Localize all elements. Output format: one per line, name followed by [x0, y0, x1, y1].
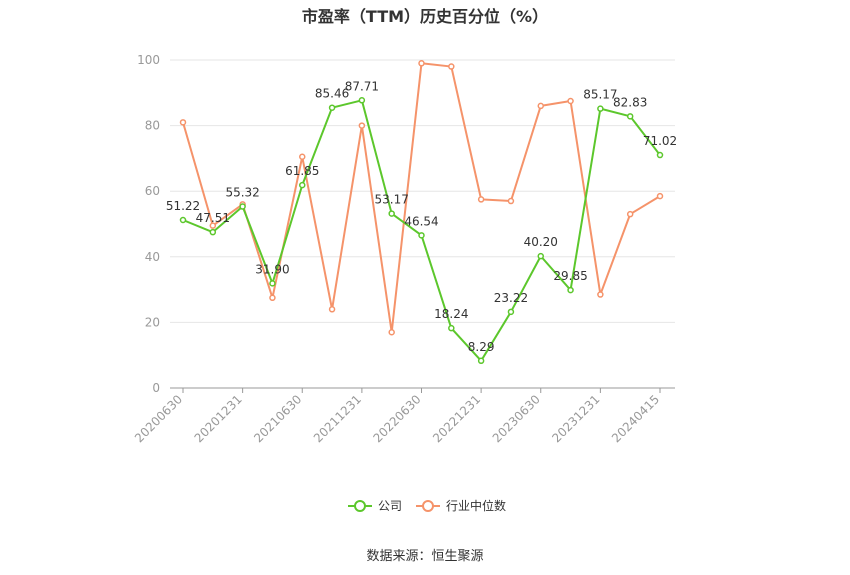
data-label: 29.85	[553, 269, 587, 283]
data-point-0	[477, 357, 485, 365]
data-point-1	[477, 196, 485, 203]
data-point-0	[626, 113, 634, 120]
data-point-0	[418, 232, 425, 239]
data-point-1	[269, 294, 276, 302]
legend-label: 行业中位数	[446, 498, 506, 513]
data-label: 82.83	[613, 95, 647, 109]
data-point-0	[209, 228, 217, 236]
y-tick-label: 60	[145, 184, 160, 198]
data-point-1	[299, 153, 306, 161]
x-tick-label: 20231231	[549, 392, 602, 445]
data-point-1	[656, 192, 664, 200]
data-point-0	[537, 252, 544, 260]
data-point-0	[179, 216, 187, 224]
data-label: 31.90	[255, 262, 289, 276]
data-label: 23.22	[494, 291, 528, 305]
y-tick-label: 20	[145, 315, 160, 329]
data-label: 51.22	[166, 199, 200, 213]
data-label: 46.54	[404, 214, 438, 228]
data-point-0	[328, 104, 336, 111]
legend-item-0[interactable]: 公司	[348, 499, 402, 513]
y-tick-label: 100	[137, 53, 160, 67]
data-label: 61.85	[285, 164, 319, 178]
data-point-0	[388, 210, 395, 217]
data-label: 85.17	[583, 88, 617, 102]
y-tick-label: 80	[145, 119, 160, 133]
x-tick-label: 20211231	[311, 392, 364, 445]
data-point-0	[567, 286, 574, 294]
x-tick-label: 20201231	[192, 392, 245, 445]
x-tick-label: 20221231	[430, 392, 483, 445]
legend-marker	[422, 500, 434, 512]
x-tick-label: 20240415	[609, 392, 662, 445]
data-label: 87.71	[345, 79, 379, 93]
data-point-1	[209, 222, 217, 229]
x-tick-label: 20230630	[490, 392, 543, 445]
data-point-1	[179, 119, 187, 126]
x-tick-label: 20200630	[132, 392, 185, 445]
data-label: 71.02	[643, 134, 677, 148]
data-point-1	[537, 102, 544, 110]
chart-title: 市盈率（TTM）历史百分位（%）	[302, 7, 548, 26]
data-point-0	[656, 151, 664, 159]
data-point-1	[597, 291, 604, 298]
data-point-1	[567, 97, 574, 105]
source-note: 数据来源：恒生聚源	[366, 549, 483, 564]
data-point-1	[626, 210, 634, 218]
data-label: 85.46	[315, 87, 349, 101]
grid-layer	[170, 59, 675, 323]
data-point-1	[507, 197, 515, 205]
legend-item-1[interactable]: 行业中位数	[416, 498, 506, 513]
x-tick-label: 20210630	[251, 392, 304, 445]
series-line-0	[182, 99, 661, 362]
y-tick-label: 0	[152, 381, 160, 395]
data-point-0	[299, 181, 306, 189]
data-label: 18.24	[434, 307, 468, 321]
data-label: 53.17	[375, 193, 409, 207]
x-tick-label: 20220630	[371, 392, 424, 445]
data-point-0	[358, 97, 366, 104]
data-point-0	[239, 203, 246, 210]
data-point-1	[358, 122, 366, 129]
data-label: 55.32	[225, 186, 259, 200]
data-point-0	[507, 308, 515, 316]
data-point-0	[448, 324, 455, 332]
data-point-1	[448, 63, 455, 70]
legend-marker	[354, 500, 366, 512]
data-point-1	[328, 306, 336, 313]
data-point-1	[418, 60, 425, 67]
data-label: 40.20	[524, 235, 558, 249]
legend[interactable]: 公司 行业中位数	[348, 498, 506, 513]
data-label: 47.51	[196, 211, 230, 225]
data-point-0	[269, 280, 276, 287]
series-layer	[179, 60, 664, 365]
y-tick-label: 40	[145, 250, 160, 264]
legend-label: 公司	[378, 499, 402, 513]
data-label: 8.29	[468, 340, 495, 354]
data-point-0	[597, 105, 604, 112]
data-point-1	[388, 328, 395, 336]
